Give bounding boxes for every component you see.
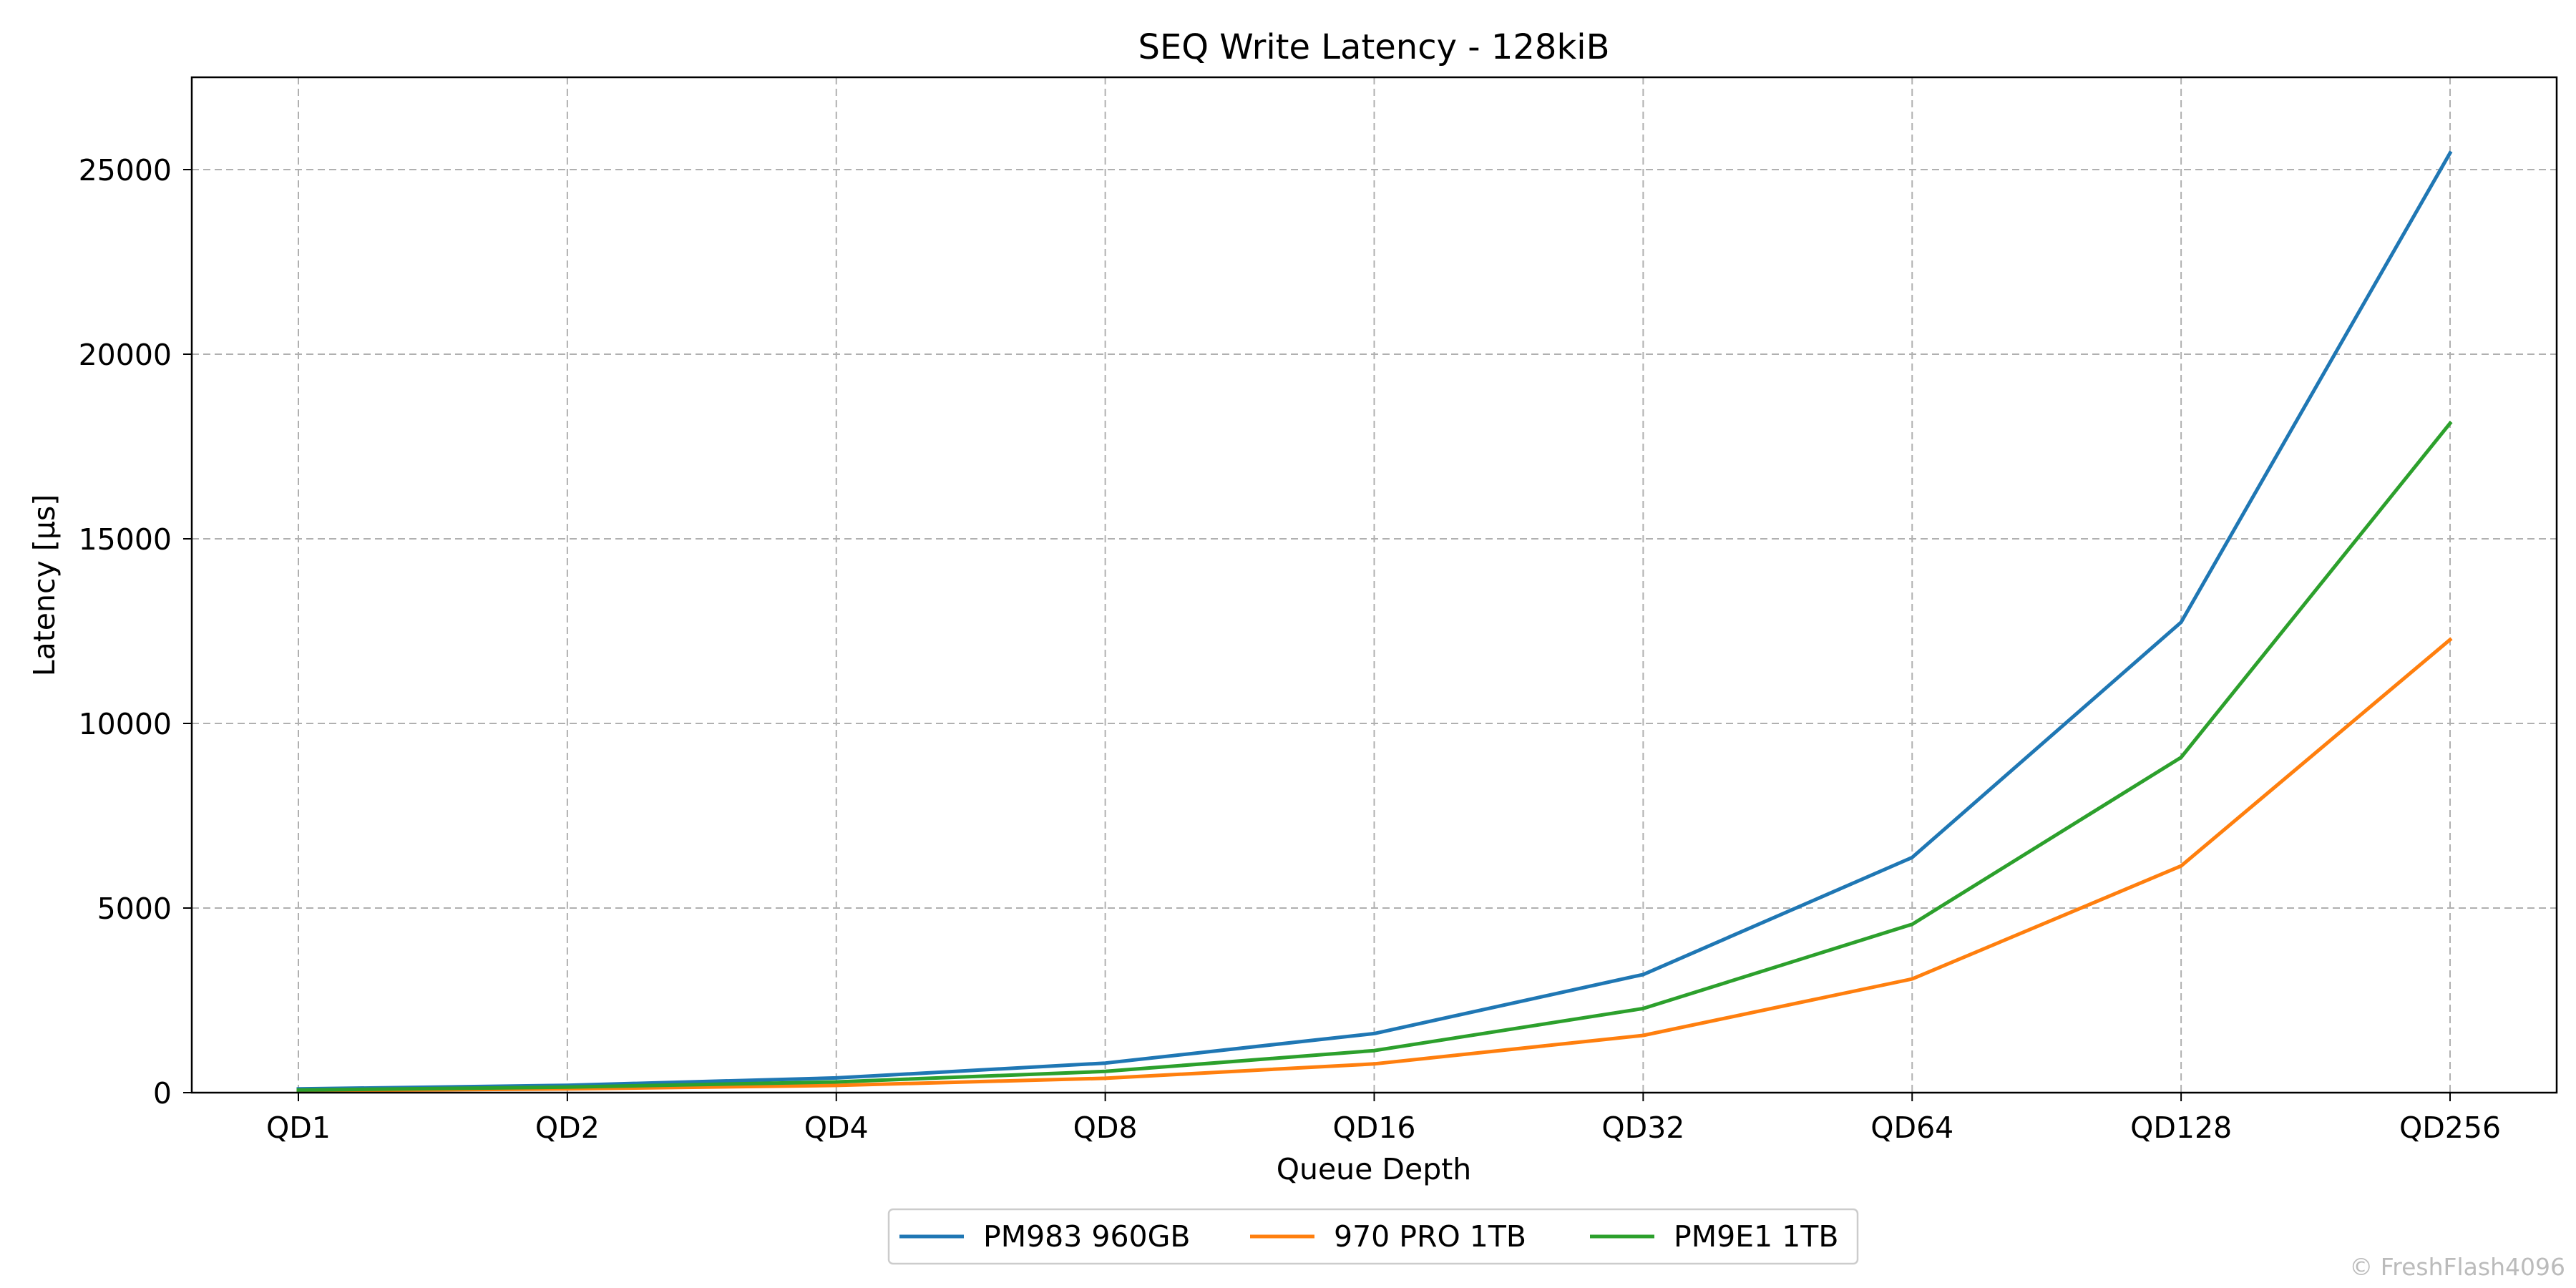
y-tick-label: 20000 [79, 338, 172, 372]
watermark: © FreshFlash4096 [2349, 1253, 2565, 1281]
x-tick-label: QD8 [1073, 1111, 1138, 1145]
y-tick-label: 25000 [79, 153, 172, 187]
axis-ticks: QD1 QD2 QD4 QD8 QD16 QD32 QD64 QD128 QD256 0 5000 1… [79, 153, 2501, 1145]
series-lines [296, 150, 2453, 1093]
x-tick-label: QD2 [535, 1111, 600, 1145]
x-tick-label: QD256 [2399, 1111, 2501, 1145]
y-tick-label: 10000 [79, 707, 172, 741]
legend-label: PM983 960GB [983, 1219, 1191, 1254]
legend: PM983 960GB 970 PRO 1TB PM9E1 1TB [887, 1208, 1859, 1265]
series-line [296, 150, 2453, 1091]
x-tick-label: QD16 [1332, 1111, 1415, 1145]
x-tick-label: QD4 [804, 1111, 869, 1145]
y-axis-label: Latency [µs] [27, 494, 62, 677]
legend-label: 970 PRO 1TB [1334, 1219, 1526, 1254]
series-line [296, 420, 2453, 1092]
x-tick-label: QD32 [1601, 1111, 1684, 1145]
x-tick-label: QD1 [266, 1111, 331, 1145]
x-axis-label: Queue Depth [1277, 1152, 1472, 1186]
y-tick-label: 0 [153, 1076, 172, 1111]
y-tick-label: 15000 [79, 522, 172, 557]
y-tick-label: 5000 [97, 892, 172, 926]
legend-label: PM9E1 1TB [1674, 1219, 1838, 1254]
x-tick-label: QD64 [1870, 1111, 1953, 1145]
legend-box [887, 1208, 1859, 1265]
series-line [296, 637, 2453, 1093]
x-tick-label: QD128 [2130, 1111, 2232, 1145]
chart-title: SEQ Write Latency - 128kiB [1138, 27, 1609, 67]
